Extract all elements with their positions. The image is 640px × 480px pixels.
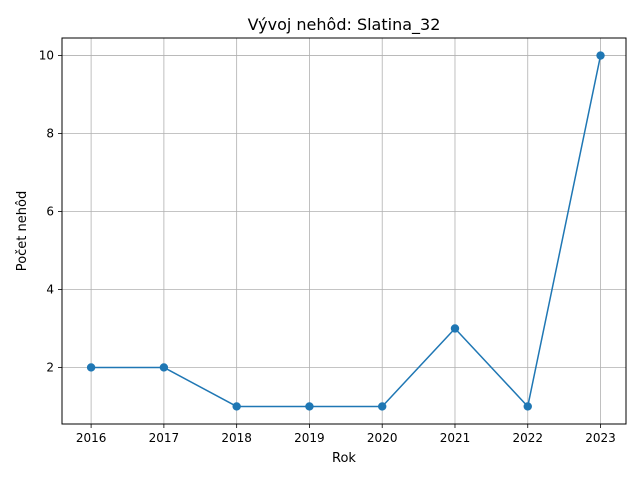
- x-tick-label: 2023: [585, 431, 616, 445]
- data-point: [596, 51, 605, 60]
- y-tick-label: 4: [46, 282, 54, 296]
- y-tick-label: 10: [39, 49, 54, 63]
- plot-area-frame: [61, 37, 627, 425]
- x-tick-label: 2017: [149, 431, 180, 445]
- x-axis-label: Rok: [332, 451, 356, 466]
- data-point: [378, 402, 387, 411]
- data-point: [232, 402, 241, 411]
- grid: [62, 38, 626, 424]
- y-tick-label: 8: [46, 127, 54, 141]
- chart-title: Vývoj nehôd: Slatina_32: [248, 15, 441, 35]
- x-tick-label: 2021: [440, 431, 471, 445]
- y-axis-label: Počet nehôd: [15, 191, 30, 271]
- y-axis: 2 4 6 8 10: [39, 49, 62, 374]
- x-tick-label: 2020: [367, 431, 398, 445]
- data-point: [86, 363, 96, 372]
- y-tick-label: 2: [46, 360, 54, 374]
- x-tick-label: 2022: [512, 431, 543, 445]
- data-point: [450, 324, 460, 333]
- x-axis: 2016 2017 2018 2019 2020 2021 2022 2023: [76, 424, 616, 445]
- series-line: [91, 55, 602, 408]
- x-tick-label: 2016: [76, 431, 107, 445]
- x-tick-label: 2019: [294, 431, 325, 445]
- x-tick-label: 2018: [221, 431, 252, 445]
- data-point: [523, 402, 532, 411]
- y-tick-label: 6: [46, 205, 54, 219]
- data-point: [305, 402, 314, 411]
- data-point: [159, 363, 169, 372]
- series-layer: [86, 51, 605, 411]
